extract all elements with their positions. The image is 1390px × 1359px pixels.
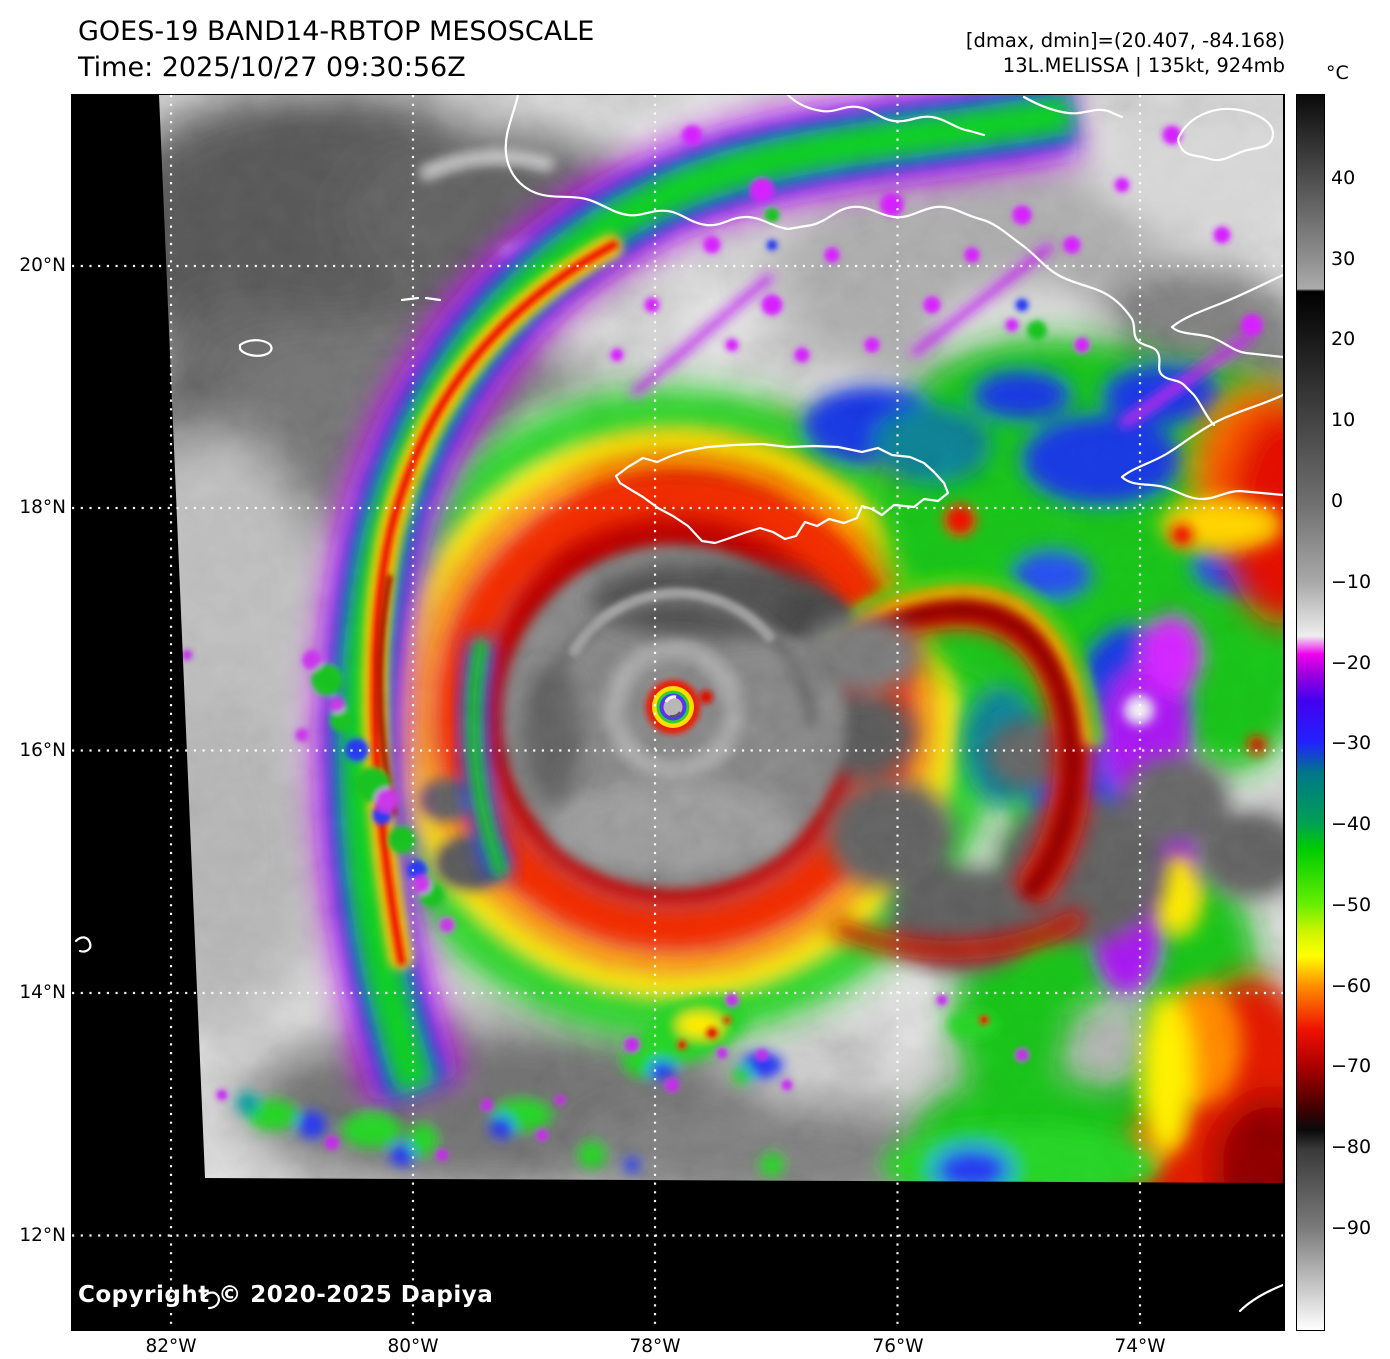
coastline-providencia: [200, 1291, 220, 1310]
lon-label: 78°W: [629, 1336, 681, 1357]
lon-label: 80°W: [387, 1336, 439, 1357]
lat-label: 16°N: [19, 740, 66, 761]
colorbar-tick: −40: [1331, 813, 1372, 835]
graticule: [72, 95, 1283, 1329]
satellite-data-sector: [159, 95, 1283, 1183]
temperature-colorbar: [1296, 94, 1325, 1331]
colorbar-tick: −80: [1331, 1136, 1372, 1158]
annotation-block: [dmax, dmin]=(20.407, -84.168) 13L.MELISS…: [966, 28, 1285, 78]
satellite-map: [71, 94, 1285, 1331]
coastline-swan-island: [74, 936, 92, 953]
copyright-watermark: Copyright © 2020-2025 Dapiya: [78, 1282, 494, 1308]
lon-label: 76°W: [872, 1336, 924, 1357]
coastline-inagua: [1177, 107, 1275, 162]
lat-label: 12°N: [19, 1225, 66, 1246]
coastline-south-america: [1238, 1283, 1283, 1313]
colorbar-tick: 40: [1331, 167, 1356, 189]
product-time: Time: 2025/10/27 09:30:56Z: [78, 52, 466, 83]
lon-label: 74°W: [1114, 1336, 1166, 1357]
colorbar-tick: −70: [1331, 1055, 1372, 1077]
colorbar-tick: −10: [1331, 571, 1372, 593]
coastline-grand-cayman: [238, 339, 273, 357]
product-title: GOES-19 BAND14-RBTOP MESOSCALE: [78, 16, 595, 47]
colorbar-tick: −50: [1331, 894, 1372, 916]
colorbar-tick: −60: [1331, 975, 1372, 997]
lat-label: 14°N: [19, 982, 66, 1003]
coastline-hispaniola-south: [1120, 393, 1283, 501]
product-title-block: GOES-19 BAND14-RBTOP MESOSCALE Time: 2025…: [78, 14, 594, 86]
coastline-bahamas: [1022, 95, 1124, 119]
satellite-image: [72, 95, 1283, 1329]
colorbar-tick: −30: [1331, 732, 1372, 754]
coastline-hispaniola-north: [1170, 273, 1283, 359]
colorbar-tick: 10: [1331, 409, 1356, 431]
coastline-jamaica: [614, 442, 950, 545]
colorbar-tick: 30: [1331, 248, 1356, 270]
coastline-cuba-south: [504, 95, 1216, 427]
colorbar-tick: −20: [1331, 652, 1372, 674]
lat-label: 20°N: [19, 255, 66, 276]
colorbar-tick: 20: [1331, 328, 1356, 350]
coastline-cayman-brac: [400, 296, 442, 302]
storm-annotation: 13L.MELISSA | 135kt, 924mb: [1002, 54, 1285, 77]
lat-label: 18°N: [19, 497, 66, 518]
colorbar-unit-label: °C: [1326, 62, 1349, 84]
coastline-cuba-north: [786, 95, 986, 137]
range-annotation: [dmax, dmin]=(20.407, -84.168): [965, 29, 1285, 52]
colorbar-tick: −90: [1331, 1217, 1372, 1239]
colorbar-tick: 0: [1331, 490, 1344, 512]
lon-label: 82°W: [145, 1336, 197, 1357]
coastlines: [74, 95, 1283, 1313]
